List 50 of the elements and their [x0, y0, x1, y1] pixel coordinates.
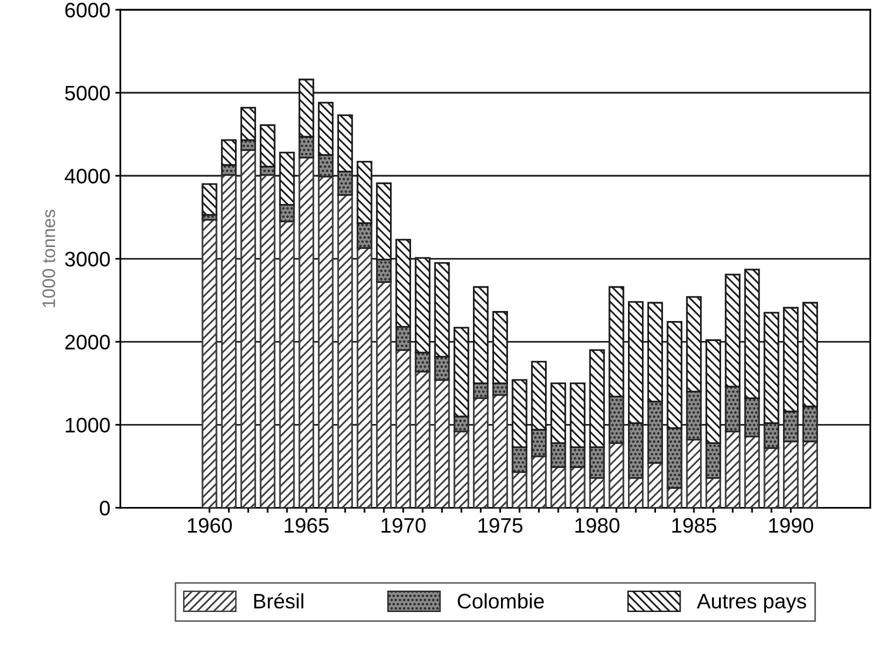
y-tick-label: 5000 — [65, 86, 110, 101]
bar — [376, 281, 392, 508]
bar — [414, 370, 430, 508]
bar — [472, 397, 489, 508]
bar — [260, 174, 276, 508]
legend-label: Brésil — [254, 593, 304, 609]
bar — [337, 194, 353, 508]
bar — [666, 487, 682, 508]
x-tick-label: 1990 — [769, 518, 814, 533]
bar — [802, 440, 818, 508]
bar — [686, 438, 702, 508]
legend-label: Colombie — [458, 593, 544, 609]
bar — [647, 462, 663, 508]
bar — [570, 466, 586, 508]
bar — [589, 477, 605, 508]
y-tick-label: 4000 — [64, 168, 110, 184]
bar — [782, 440, 799, 508]
bar — [744, 436, 760, 508]
y-axis-title: 1000 tonnes — [42, 210, 56, 308]
x-tick-label: 1965 — [284, 518, 329, 533]
bar — [279, 220, 295, 508]
bar — [318, 176, 334, 508]
bar — [608, 442, 624, 508]
y-tick-label: 0 — [100, 500, 110, 516]
y-tick-label: 3000 — [65, 252, 110, 267]
bar — [298, 156, 314, 508]
bar — [724, 430, 740, 508]
bar — [628, 477, 644, 508]
legend-label: Autres pays — [696, 594, 806, 613]
bar — [764, 447, 780, 508]
bar — [550, 466, 566, 508]
y-tick-label: 6000 — [65, 2, 110, 18]
bar — [395, 349, 412, 508]
x-tick-label: 1980 — [575, 518, 620, 533]
x-tick-label: 1975 — [478, 518, 522, 533]
y-tick-label: 1000 — [66, 418, 110, 433]
y-tick-label: 2000 — [65, 334, 110, 350]
bar — [512, 471, 528, 508]
bar — [705, 477, 722, 508]
bar — [240, 149, 256, 508]
bar — [531, 455, 547, 508]
bar — [221, 174, 237, 508]
bar — [454, 430, 470, 508]
x-tick-label: 1985 — [672, 518, 716, 533]
bar — [202, 218, 218, 508]
bar — [492, 394, 508, 508]
bar — [356, 247, 372, 508]
x-tick-label: 1970 — [382, 518, 426, 533]
bar — [434, 379, 450, 508]
x-tick-label: 1960 — [188, 518, 232, 533]
